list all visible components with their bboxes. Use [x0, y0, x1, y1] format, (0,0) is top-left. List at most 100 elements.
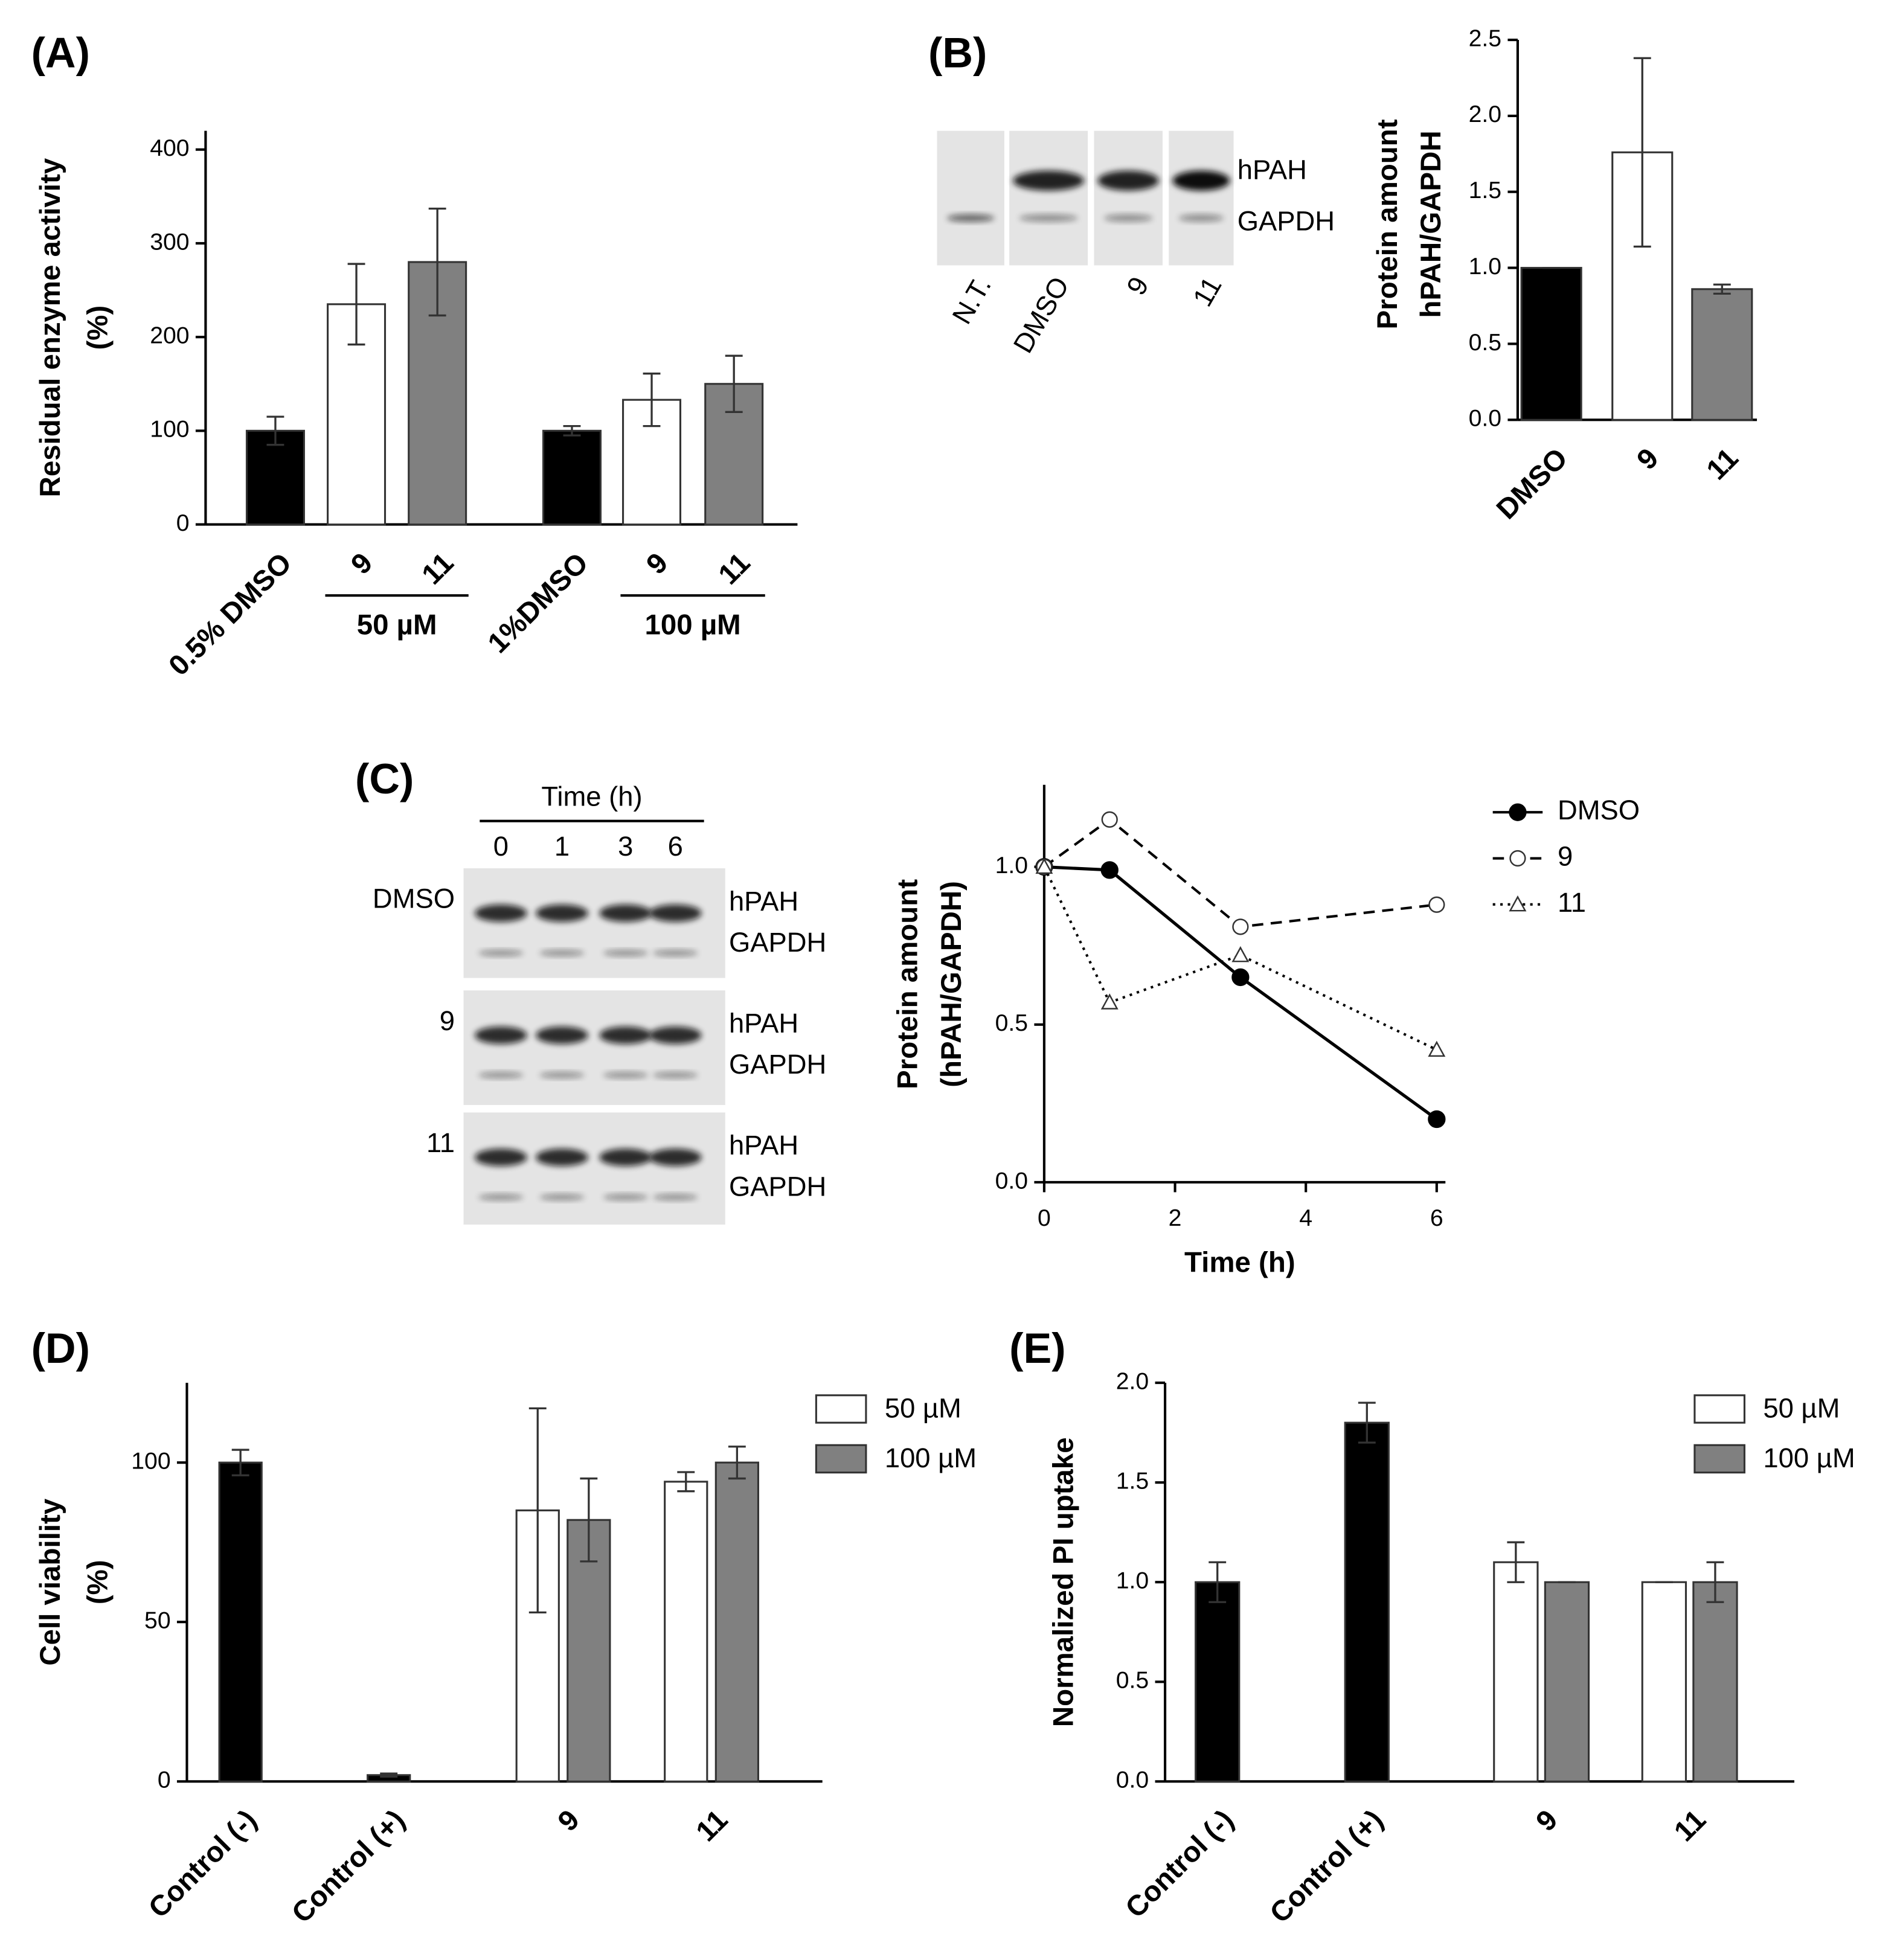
blot-row-label: 11 [426, 1127, 455, 1158]
bar [542, 429, 602, 526]
blot-band [649, 904, 702, 922]
group-label: 50 µM [357, 609, 437, 641]
blot-band [947, 214, 995, 222]
y-axis-label: (%) [82, 306, 114, 350]
y-axis-label: (%) [82, 1560, 114, 1604]
error-bar [380, 1772, 398, 1778]
blot-band [603, 1194, 648, 1200]
x-tick-label: Control (+) [1264, 1804, 1390, 1929]
panel-label: (D) [31, 1325, 90, 1372]
blot-band-label: GAPDH [1238, 205, 1335, 236]
blot-band [649, 1148, 702, 1167]
blot-band [653, 950, 698, 956]
y-tick-label: 1.5 [1469, 178, 1501, 203]
blot-row-label: 9 [440, 1005, 455, 1036]
y-tick-label: 1.0 [1116, 1568, 1149, 1594]
error-bar [1507, 1541, 1525, 1583]
y-tick-label: 0.5 [1116, 1668, 1149, 1694]
y-tick-label: 2.0 [1469, 101, 1501, 127]
marker [1509, 803, 1527, 821]
blot-band [1103, 214, 1153, 222]
line [1044, 865, 1438, 1121]
blot-band [478, 1072, 524, 1078]
blot-title: Time (h) [541, 781, 642, 812]
bar [1641, 1581, 1687, 1782]
y-tick-label: 50 [144, 1608, 171, 1634]
bar [1544, 1581, 1590, 1782]
blot-band [1097, 170, 1159, 191]
error-bar [428, 207, 446, 317]
y-tick-label: 1.0 [995, 853, 1028, 879]
marker [1428, 896, 1445, 913]
blot-lane [1169, 130, 1234, 266]
x-tick-label: 9 [1530, 1804, 1564, 1837]
blot-band-label: GAPDH [729, 927, 826, 958]
blot-lane-label: 6 [668, 831, 683, 862]
legend-swatch [815, 1444, 867, 1474]
bar [245, 429, 305, 526]
legend-label: 50 µM [885, 1392, 961, 1423]
blot-lane-label: 3 [618, 831, 633, 862]
blot-band [653, 1194, 698, 1200]
line [1043, 818, 1437, 929]
legend-label: DMSO [1558, 795, 1640, 825]
x-tick-label: 11 [713, 547, 757, 591]
x-tick-label: 9 [552, 1804, 586, 1837]
blot-band [475, 1026, 527, 1044]
legend-swatch [1693, 1444, 1745, 1474]
y-tick-label: 200 [150, 323, 189, 349]
x-tick-label: 1%DMSO [482, 547, 595, 660]
x-tick-label: 9 [1631, 442, 1664, 476]
y-tick-label: 1.0 [1469, 254, 1501, 280]
blot-band [475, 904, 527, 922]
marker [1035, 857, 1053, 874]
bar [714, 1461, 759, 1782]
legend-label: 11 [1558, 887, 1586, 918]
blot-band [1013, 170, 1084, 191]
x-tick-label: Control (+) [286, 1804, 411, 1929]
legend-label: 50 µM [1763, 1392, 1840, 1423]
x-axis-label: Time (h) [1184, 1247, 1295, 1279]
blot-band [1178, 214, 1224, 222]
blot-band-label: hPAH [1238, 155, 1307, 185]
error-bar [677, 1471, 695, 1493]
blot-lane-label: 0 [493, 831, 509, 862]
x-tick-label: Control (-) [143, 1804, 263, 1924]
blot-panel [463, 1112, 725, 1225]
blot-panel [463, 868, 725, 978]
x-tick-label: 6 [1430, 1205, 1443, 1231]
blot-band [536, 1026, 588, 1044]
marker [1509, 895, 1527, 912]
error-bar [563, 424, 581, 437]
error-bar [528, 1407, 547, 1614]
legend-label: 100 µM [1763, 1443, 1855, 1473]
blot-band [1172, 170, 1230, 191]
blot-lane [1094, 130, 1163, 266]
x-tick-label: 11 [1668, 1804, 1712, 1848]
legend-swatch [1693, 1394, 1745, 1424]
marker [1231, 946, 1250, 962]
blot-lane-label: 1 [554, 831, 570, 862]
marker [1100, 861, 1119, 879]
blot-lane-label: N.T. [946, 272, 997, 329]
blot-panel [463, 990, 725, 1106]
blot-band [539, 950, 585, 956]
x-tick-label: 11 [416, 547, 460, 591]
blot-lane [937, 130, 1004, 266]
blot-band-label: hPAH [729, 886, 798, 917]
blot-band [539, 1072, 585, 1078]
x-tick-label: 9 [640, 547, 674, 581]
blot-band [536, 1148, 588, 1167]
y-axis-label: Cell viability [34, 1498, 66, 1665]
blot-band-label: GAPDH [729, 1171, 826, 1202]
bar [1493, 1561, 1539, 1782]
marker [1232, 918, 1249, 935]
y-tick-label: 0 [158, 1767, 171, 1793]
y-axis-label: Normalized PI uptake [1048, 1437, 1080, 1727]
bar [1520, 267, 1582, 421]
panel-label: (A) [31, 29, 90, 76]
y-tick-label: 0.5 [1469, 330, 1501, 356]
panel-label: (C) [355, 755, 414, 802]
blot-lane-label: DMSO [1007, 272, 1075, 358]
blot-band [603, 950, 648, 956]
